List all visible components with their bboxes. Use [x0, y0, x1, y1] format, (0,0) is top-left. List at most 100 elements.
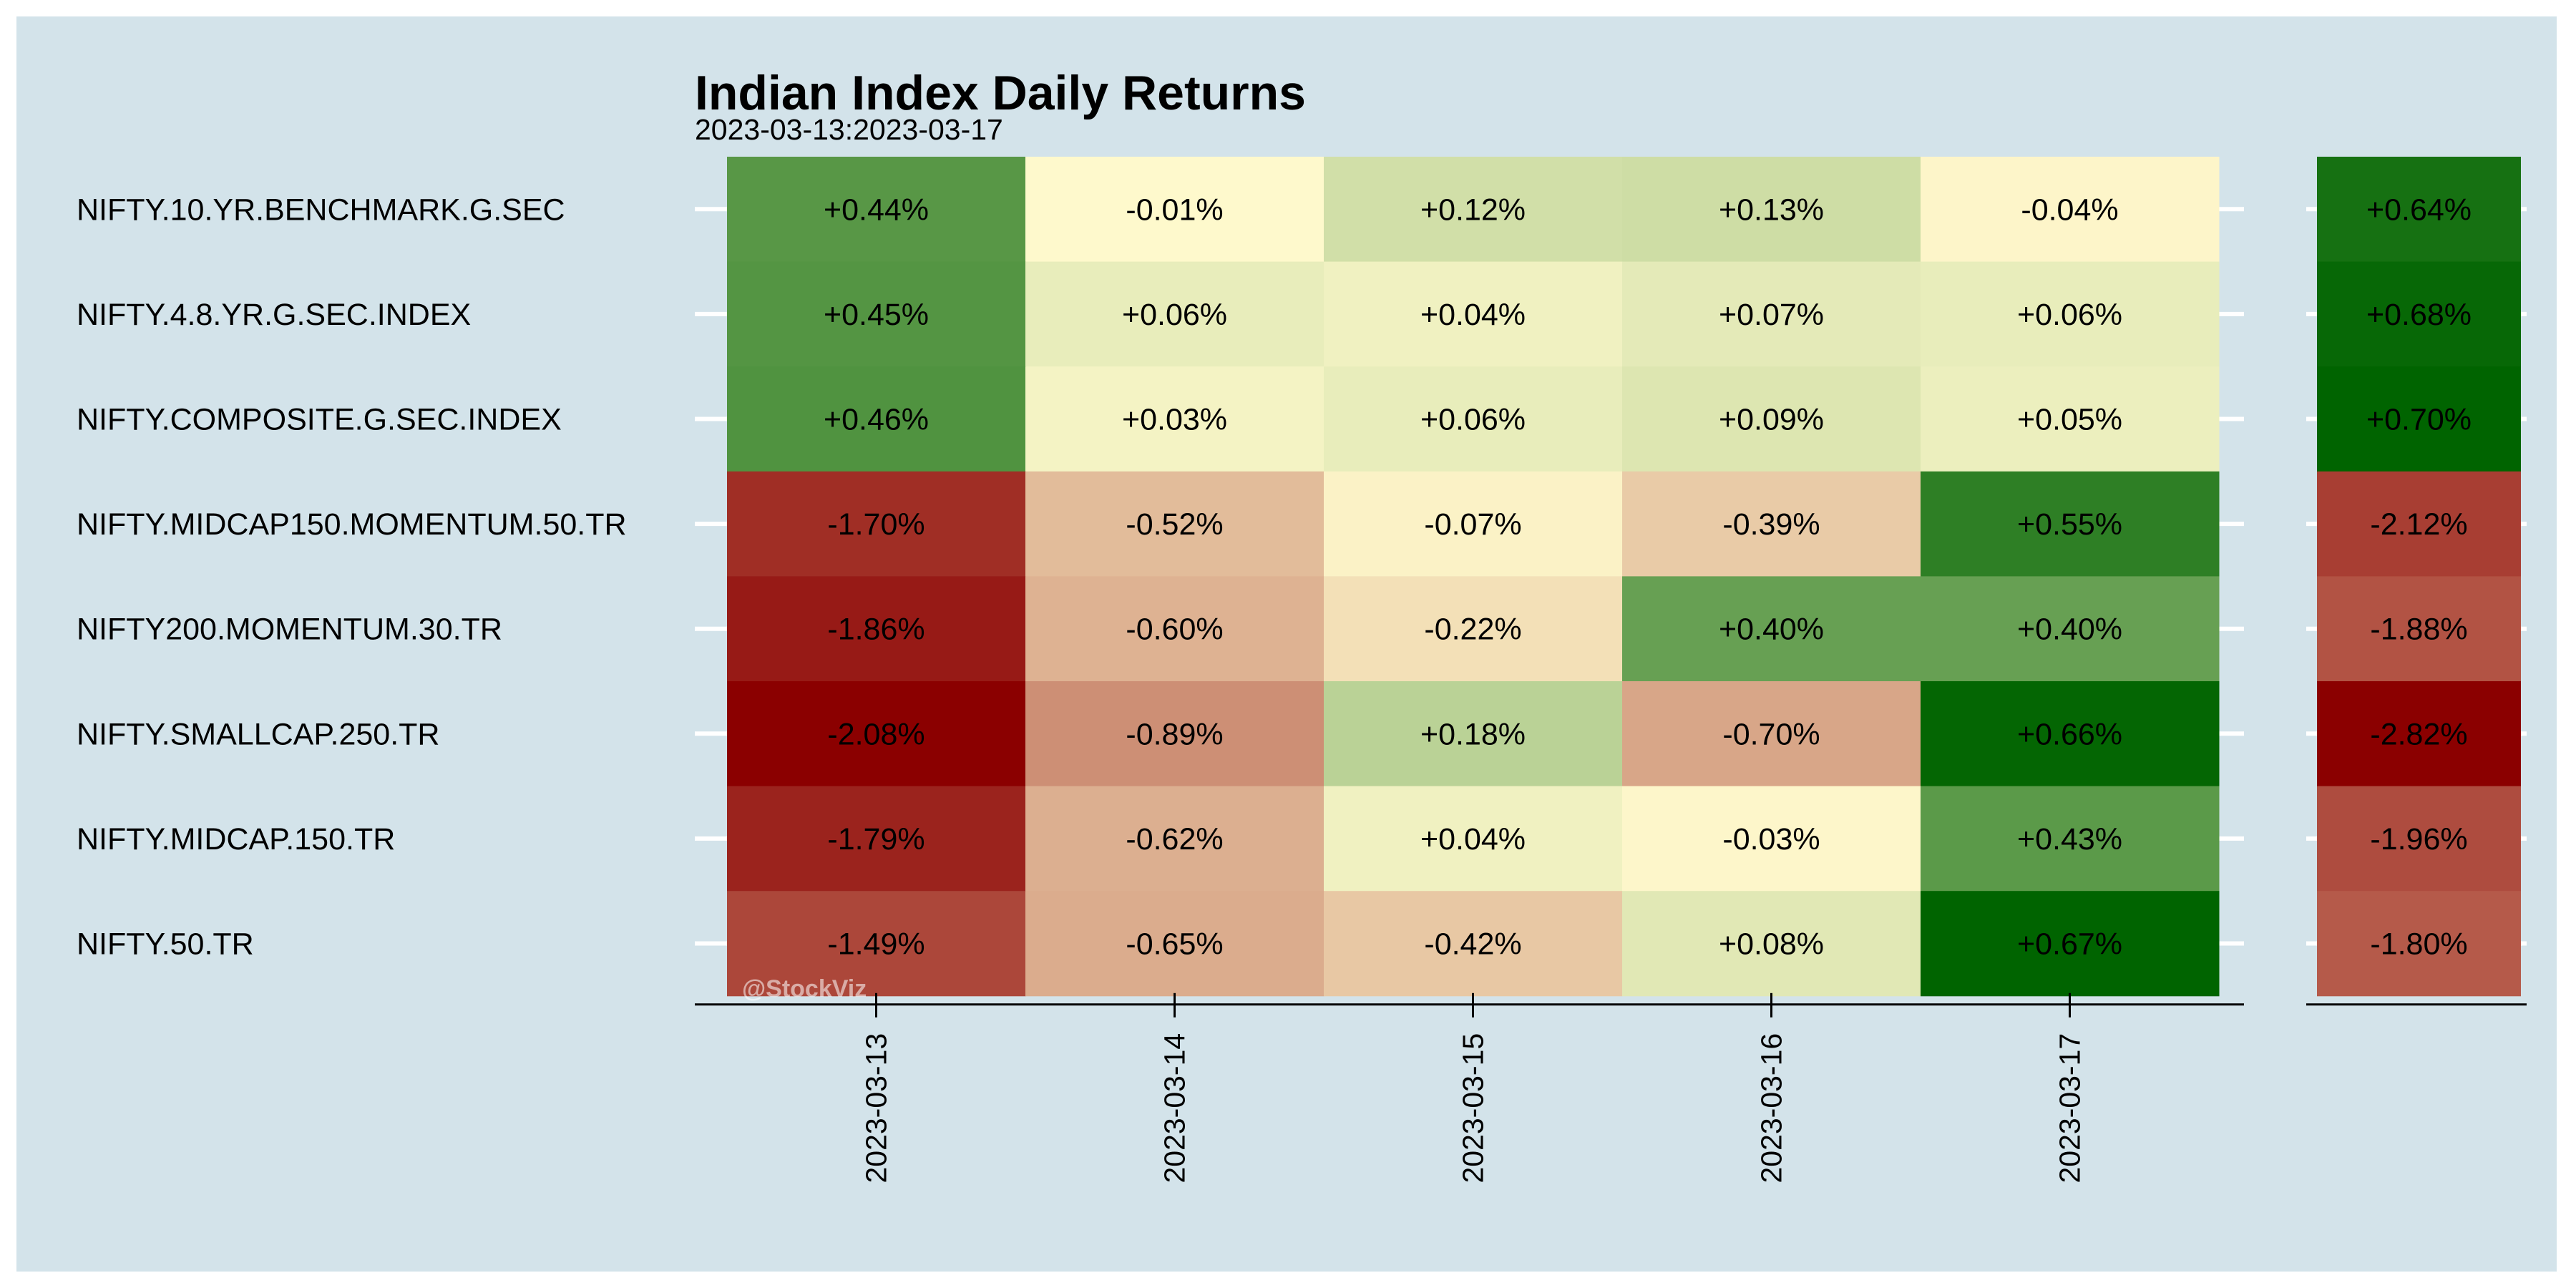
heatmap-cell — [1921, 786, 2220, 892]
total-label: -2.82% — [2370, 717, 2467, 751]
heatmap-cell — [1622, 471, 1921, 577]
cell-label: +0.05% — [2017, 403, 2122, 437]
cell-label: -0.70% — [1722, 717, 1820, 751]
heatmap-cell — [1025, 366, 1324, 472]
heatmap-cell — [1324, 576, 1623, 682]
heatmap-cell — [727, 891, 1026, 997]
cell-label: -0.42% — [1424, 927, 1521, 962]
heatmap-cell — [1921, 366, 2220, 472]
heatmap-cell — [1622, 261, 1921, 367]
chart-title: Indian Index Daily Returns — [695, 66, 1306, 120]
cell-label: -0.60% — [1126, 613, 1223, 647]
heatmap-cell — [1622, 157, 1921, 263]
total-cell — [2317, 681, 2521, 787]
total-label: -1.96% — [2370, 822, 2467, 857]
total-label: -2.12% — [2370, 507, 2467, 542]
cell-label: +0.06% — [1122, 298, 1227, 332]
row-label: NIFTY.10.YR.BENCHMARK.G.SEC — [77, 192, 565, 227]
total-label: +0.70% — [2366, 403, 2472, 437]
total-cell — [2317, 261, 2521, 367]
total-cell — [2317, 786, 2521, 892]
cell-label: +0.43% — [2017, 822, 2122, 857]
total-label: -1.80% — [2370, 927, 2467, 962]
cell-label: +0.04% — [1420, 822, 1526, 857]
cell-label: -0.52% — [1126, 507, 1223, 542]
cell-label: +0.12% — [1420, 192, 1526, 227]
total-cell — [2317, 366, 2521, 472]
heatmap-cell — [1025, 261, 1324, 367]
heatmap-cell — [727, 157, 1026, 263]
heatmap-cell — [727, 576, 1026, 682]
heatmap-cell — [1025, 681, 1324, 787]
heatmap-cell — [1921, 891, 2220, 997]
cell-label: +0.13% — [1719, 192, 1824, 227]
heatmap-cell — [1921, 681, 2220, 787]
heatmap-cell — [1025, 891, 1324, 997]
row-label: NIFTY.4.8.YR.G.SEC.INDEX — [77, 298, 471, 332]
heatmap-cell — [1324, 471, 1623, 577]
row-labels: NIFTY.10.YR.BENCHMARK.G.SEC NIFTY.4.8.YR.… — [77, 192, 627, 961]
heatmap-cells: +0.44% -0.01% +0.12% +0.13% -0.04% +0.45% +0.0… — [727, 157, 2220, 997]
total-cell — [2317, 157, 2521, 263]
cell-label: +0.18% — [1420, 717, 1526, 751]
cell-label: -0.62% — [1126, 822, 1223, 857]
cell-label: -1.79% — [827, 822, 924, 857]
cell-label: -1.70% — [827, 507, 924, 542]
cell-label: -0.04% — [2021, 192, 2118, 227]
heatmap-cell — [1622, 681, 1921, 787]
cell-label: -0.89% — [1126, 717, 1223, 751]
total-label: +0.68% — [2366, 298, 2472, 332]
heatmap-cell — [1025, 576, 1324, 682]
cell-label: -2.08% — [827, 717, 924, 751]
watermark: @StockViz — [742, 975, 867, 1002]
row-label: NIFTY.SMALLCAP.250.TR — [77, 717, 439, 751]
total-cell — [2317, 891, 2521, 997]
chart-panel: Indian Index Daily Returns 2023-03-13:20… — [16, 16, 2557, 1272]
heatmap-cell — [1025, 157, 1324, 263]
x-tick-label: 2023-03-17 — [2054, 1033, 2087, 1184]
cell-label: +0.03% — [1122, 403, 1227, 437]
row-label: NIFTY200.MOMENTUM.30.TR — [77, 613, 502, 647]
cell-label: -0.39% — [1722, 507, 1820, 542]
heatmap-cell — [1324, 681, 1623, 787]
x-tick-label: 2023-03-16 — [1755, 1033, 1788, 1184]
heatmap-cell — [1324, 891, 1623, 997]
heatmap-cell — [727, 681, 1026, 787]
cell-label: +0.07% — [1719, 298, 1824, 332]
heatmap-cell — [1622, 366, 1921, 472]
cell-label: +0.44% — [824, 192, 929, 227]
heatmap-cell — [1025, 471, 1324, 577]
total-cell — [2317, 576, 2521, 682]
heatmap-cell — [727, 786, 1026, 892]
cell-label: +0.66% — [2017, 717, 2122, 751]
heatmap-cell — [1622, 786, 1921, 892]
total-label: -1.88% — [2370, 613, 2467, 647]
heatmap-cell — [1324, 366, 1623, 472]
cell-label: -0.07% — [1424, 507, 1521, 542]
heatmap-cell — [1921, 576, 2220, 682]
cell-label: -0.01% — [1126, 192, 1223, 227]
cell-label: -0.03% — [1722, 822, 1820, 857]
heatmap-cell — [727, 366, 1026, 472]
cell-label: -1.49% — [827, 927, 924, 962]
row-label: NIFTY.50.TR — [77, 927, 254, 962]
cell-label: +0.08% — [1719, 927, 1824, 962]
cell-label: -0.65% — [1126, 927, 1223, 962]
cell-label: +0.06% — [1420, 403, 1526, 437]
heatmap-cell — [1324, 786, 1623, 892]
totals-column: +0.64% +0.68% +0.70% -2.12% -1.88% -2.82% -1.9… — [2317, 157, 2521, 997]
cell-label: +0.45% — [824, 298, 929, 332]
heatmap-cell — [727, 471, 1026, 577]
cell-label: +0.40% — [2017, 613, 2122, 647]
cell-label: -0.22% — [1424, 613, 1521, 647]
total-cell — [2317, 471, 2521, 577]
cell-label: +0.06% — [2017, 298, 2122, 332]
heatmap-cell — [1324, 157, 1623, 263]
heatmap-cell — [1921, 261, 2220, 367]
heatmap-cell — [1324, 261, 1623, 367]
cell-label: +0.04% — [1420, 298, 1526, 332]
heatmap-cell — [1921, 471, 2220, 577]
heatmap-cell — [1622, 576, 1921, 682]
x-tick-label: 2023-03-13 — [860, 1033, 893, 1184]
chart-subtitle: 2023-03-13:2023-03-17 — [695, 113, 1003, 146]
